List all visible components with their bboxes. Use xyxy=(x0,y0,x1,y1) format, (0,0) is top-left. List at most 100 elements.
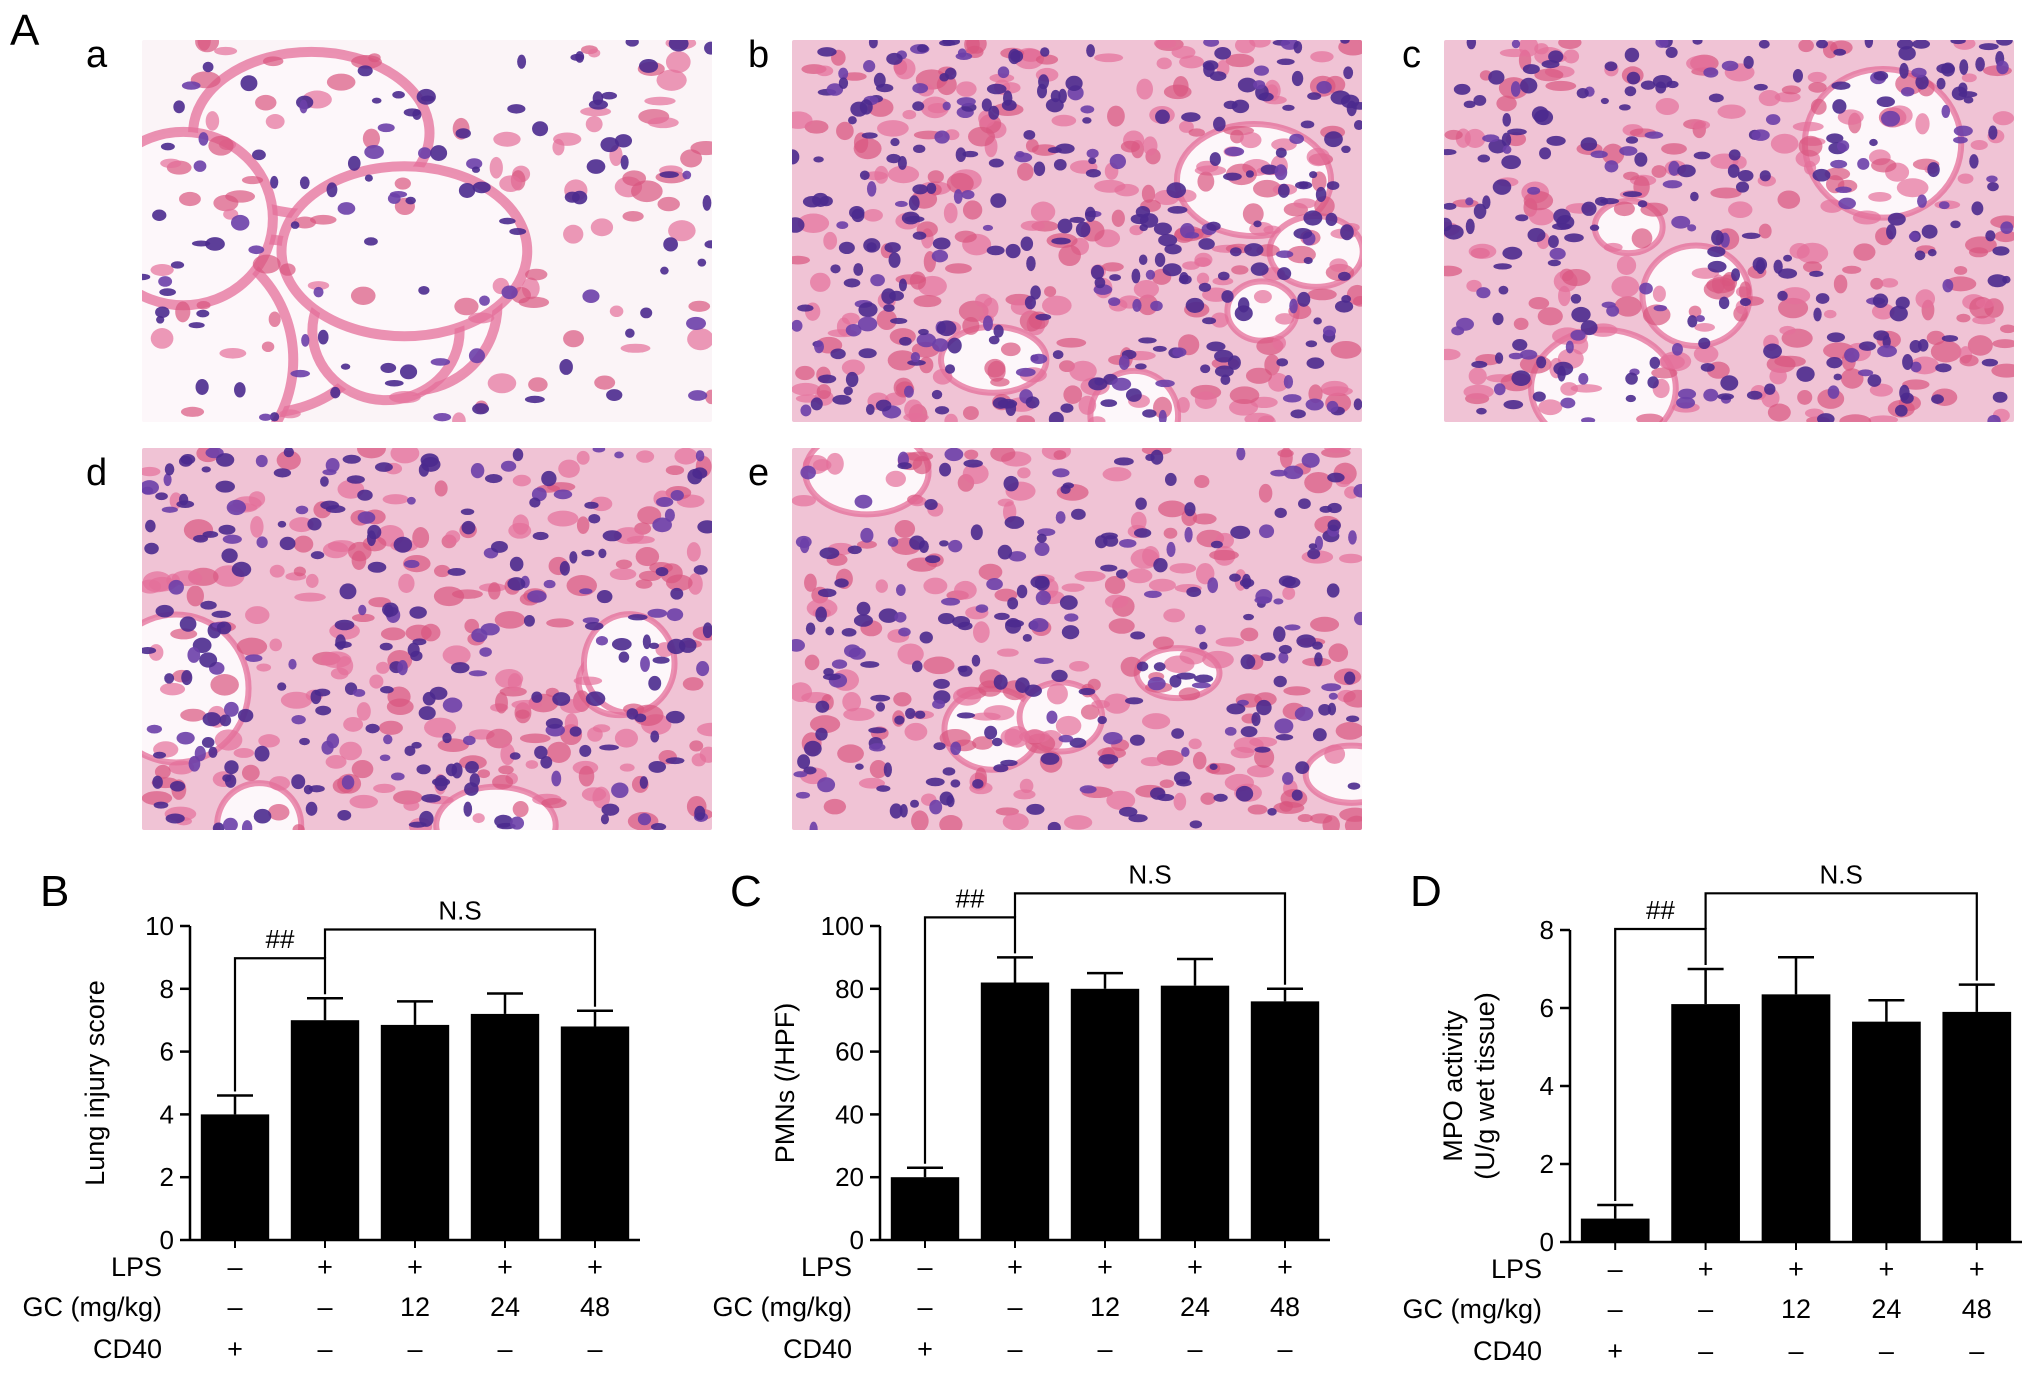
condition-value: – xyxy=(317,1334,332,1364)
y-tick-label: 4 xyxy=(1540,1071,1554,1101)
y-tick-label: 100 xyxy=(821,911,864,941)
bar xyxy=(470,1013,540,1240)
condition-value: + xyxy=(1879,1254,1895,1284)
micrograph-letter-d: d xyxy=(86,452,108,494)
significance-label: ## xyxy=(266,924,295,954)
bar xyxy=(1250,1001,1320,1240)
significance-bracket xyxy=(923,916,1017,1164)
condition-value: – xyxy=(1969,1336,1984,1366)
condition-value: – xyxy=(1879,1336,1894,1366)
condition-row-label: CD40 xyxy=(1473,1336,1542,1366)
bar xyxy=(1580,1218,1650,1242)
panel-letter-b: B xyxy=(40,867,69,916)
y-tick-label: 4 xyxy=(160,1099,174,1129)
condition-row-label: GC (mg/kg) xyxy=(712,1292,852,1322)
micrograph-letter-c: c xyxy=(1402,34,1421,76)
significance-label: N.S xyxy=(438,896,481,926)
y-tick-label: 8 xyxy=(1540,915,1554,945)
condition-value: + xyxy=(1788,1254,1804,1284)
condition-value: – xyxy=(587,1334,602,1364)
significance-label: N.S xyxy=(1128,859,1171,889)
condition-value: 12 xyxy=(1781,1294,1811,1324)
y-tick-label: 2 xyxy=(1540,1149,1554,1179)
significance-bracket xyxy=(1704,892,1978,981)
y-tick-label: 2 xyxy=(160,1162,174,1192)
condition-value: 48 xyxy=(1962,1294,1992,1324)
bar xyxy=(200,1114,270,1240)
condition-value: – xyxy=(1187,1334,1202,1364)
bar xyxy=(560,1026,630,1240)
condition-value: – xyxy=(497,1334,512,1364)
significance-bracket xyxy=(1614,927,1707,1201)
chart-lung-injury: B 0 2 4 6 8 10 Lung injury score ## N.S LPS – + + + + GC… xyxy=(0,860,680,1378)
condition-row-label: GC (mg/kg) xyxy=(1402,1294,1542,1324)
y-tick-label: 8 xyxy=(160,974,174,1004)
condition-value: – xyxy=(1007,1334,1022,1364)
condition-value: – xyxy=(1097,1334,1112,1364)
condition-value: + xyxy=(227,1334,243,1364)
condition-value: – xyxy=(317,1292,332,1322)
micrograph-letter-a: a xyxy=(86,34,108,76)
micrograph-b xyxy=(792,40,1362,422)
chart-pmns: C 0 20 40 60 80 100 PMNs (/HPF) ## N.S LPS – + + + + GC … xyxy=(690,859,1370,1378)
y-axis-label: MPO activity xyxy=(1438,1010,1468,1162)
condition-value: 12 xyxy=(400,1292,430,1322)
bar xyxy=(380,1024,450,1240)
condition-row-label: LPS xyxy=(111,1252,162,1282)
panel-letter-a-main: A xyxy=(10,6,40,55)
condition-value: – xyxy=(227,1252,242,1282)
condition-value: + xyxy=(407,1252,423,1282)
condition-row-label: CD40 xyxy=(783,1334,852,1364)
micrograph-d xyxy=(142,448,712,830)
significance-label: N.S xyxy=(1820,859,1863,889)
condition-value: + xyxy=(1277,1252,1293,1282)
condition-value: + xyxy=(1187,1252,1203,1282)
y-axis-label: PMNs (/HPF) xyxy=(770,1003,800,1163)
y-tick-label: 60 xyxy=(835,1037,864,1067)
condition-value: + xyxy=(317,1252,333,1282)
condition-value: – xyxy=(227,1292,242,1322)
y-tick-label: 0 xyxy=(160,1225,174,1255)
condition-value: – xyxy=(917,1292,932,1322)
bar xyxy=(290,1020,360,1240)
condition-row-label: LPS xyxy=(801,1252,852,1282)
condition-value: 12 xyxy=(1090,1292,1120,1322)
condition-value: 24 xyxy=(1871,1294,1901,1324)
condition-value: – xyxy=(407,1334,422,1364)
condition-row-label: LPS xyxy=(1491,1254,1542,1284)
bar xyxy=(890,1177,960,1240)
micrograph-letter-b: b xyxy=(748,34,770,76)
condition-value: + xyxy=(587,1252,603,1282)
condition-value: + xyxy=(1969,1254,1985,1284)
y-tick-label: 40 xyxy=(835,1099,864,1129)
condition-value: – xyxy=(1608,1254,1623,1284)
panel-letter-d: D xyxy=(1410,867,1442,916)
y-tick-label: 6 xyxy=(1540,993,1554,1023)
condition-value: 24 xyxy=(1180,1292,1210,1322)
micrograph-c xyxy=(1444,40,2014,422)
condition-value: – xyxy=(1007,1292,1022,1322)
y-axis-label-units: (U/g wet tissue) xyxy=(1470,992,1500,1180)
significance-label: ## xyxy=(1646,895,1675,925)
condition-value: 48 xyxy=(1270,1292,1300,1322)
bar xyxy=(1671,1004,1740,1242)
bar xyxy=(1070,988,1140,1240)
panel-letter-c: C xyxy=(730,867,762,916)
condition-value: – xyxy=(1698,1336,1713,1366)
condition-value: + xyxy=(1007,1252,1023,1282)
significance-bracket xyxy=(233,957,327,1092)
significance-bracket xyxy=(323,928,597,1007)
y-axis-label: Lung injury score xyxy=(80,980,110,1186)
y-tick-label: 0 xyxy=(850,1225,864,1255)
y-tick-label: 10 xyxy=(145,911,174,941)
y-tick-label: 80 xyxy=(835,974,864,1004)
condition-value: + xyxy=(1698,1254,1714,1284)
micrograph-letter-e: e xyxy=(748,452,770,494)
chart-mpo: D 0 2 4 6 8 MPO activity (U/g wet tissue) ## N.S L… xyxy=(1370,859,2032,1378)
condition-row-label: CD40 xyxy=(93,1334,162,1364)
condition-value: 48 xyxy=(580,1292,610,1322)
bar xyxy=(1942,1011,2012,1242)
condition-value: – xyxy=(1698,1294,1713,1324)
bar xyxy=(980,982,1050,1240)
condition-value: + xyxy=(497,1252,513,1282)
